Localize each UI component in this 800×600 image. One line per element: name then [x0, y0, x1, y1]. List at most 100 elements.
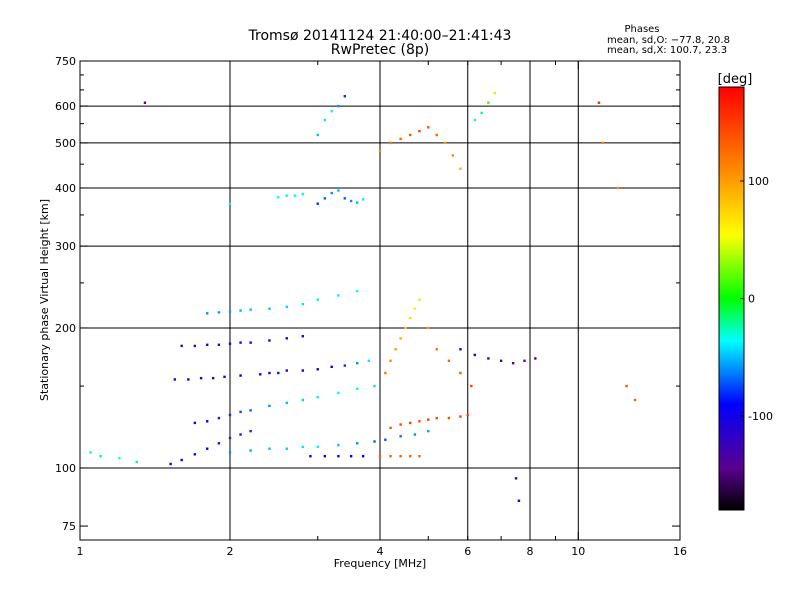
data-point	[384, 438, 387, 441]
data-point	[418, 298, 421, 301]
y-tick-label-0: 75	[62, 520, 76, 533]
data-point	[487, 101, 490, 104]
data-point	[118, 456, 121, 460]
data-point	[337, 104, 340, 108]
data-point	[459, 415, 462, 418]
data-point	[217, 442, 221, 445]
data-point	[330, 109, 333, 113]
data-point	[337, 443, 340, 447]
data-point	[323, 118, 327, 122]
data-point	[470, 384, 473, 388]
data-point	[89, 451, 92, 454]
data-point	[435, 416, 438, 420]
data-point	[228, 342, 232, 345]
data-point	[301, 398, 305, 402]
data-point	[337, 294, 340, 297]
x-tick-label-0: 1	[77, 545, 84, 558]
data-point	[404, 326, 407, 330]
data-point	[217, 311, 221, 314]
data-point	[249, 429, 252, 433]
data-point	[239, 374, 242, 377]
data-point	[301, 445, 305, 449]
data-point	[285, 401, 288, 405]
data-point	[389, 359, 392, 362]
data-point	[301, 192, 305, 196]
data-point	[259, 373, 262, 376]
data-point	[228, 436, 232, 440]
data-point	[473, 118, 477, 122]
data-point	[285, 369, 288, 372]
data-point	[193, 344, 197, 348]
data-point	[427, 126, 430, 129]
data-point	[361, 198, 365, 201]
data-point	[427, 429, 430, 433]
data-point	[205, 447, 209, 450]
y-tick-label-2: 200	[55, 322, 76, 335]
data-point	[413, 433, 417, 436]
data-point	[409, 454, 412, 458]
stats-line-x: mean, sd,X: 100.7, 23.3	[607, 45, 727, 56]
colorbar-tick-label-0: -100	[748, 410, 773, 423]
data-point	[285, 305, 288, 309]
data-point	[499, 359, 503, 362]
data-point	[451, 154, 455, 157]
data-point	[180, 458, 183, 462]
data-point	[355, 387, 359, 390]
data-point	[418, 454, 421, 458]
data-point	[343, 197, 347, 200]
data-point	[493, 91, 497, 95]
data-point	[389, 454, 392, 458]
x-axis-label: Frequency [MHz]	[334, 557, 426, 570]
data-point	[323, 197, 327, 200]
data-point	[384, 371, 387, 375]
data-point	[367, 359, 371, 362]
data-point	[373, 384, 376, 388]
stats-heading: Phases	[624, 24, 659, 35]
data-point	[277, 196, 280, 199]
data-point	[409, 133, 412, 137]
data-point	[399, 423, 402, 426]
data-point	[187, 378, 190, 381]
data-point	[268, 447, 271, 450]
x-tick-label-4: 8	[527, 545, 534, 558]
chart-title: Tromsø 20141124 21:40:00–21:41:43	[248, 28, 512, 44]
data-point	[205, 343, 209, 347]
data-point	[249, 308, 252, 311]
data-point	[337, 454, 340, 458]
data-point	[268, 371, 271, 375]
data-point	[413, 307, 417, 310]
data-point	[399, 337, 402, 340]
data-point	[135, 460, 138, 464]
data-point	[514, 477, 518, 480]
data-point	[239, 309, 242, 312]
x-axis-ticks: 1 2 4 6 8 10 16	[77, 61, 687, 558]
data-point	[169, 462, 172, 466]
y-axis-ticks: 75 100 200 300 400 500 600 750	[55, 55, 680, 533]
colorbar-label: [deg]	[718, 72, 753, 87]
data-point	[316, 202, 319, 205]
data-point	[99, 454, 102, 458]
y-tick-label-5: 500	[55, 137, 76, 150]
data-point	[301, 369, 305, 372]
data-point	[316, 368, 319, 371]
data-point	[459, 348, 462, 351]
stats-line-o: mean, sd,O: −77.8, 20.8	[607, 35, 730, 46]
data-point	[399, 454, 402, 458]
data-point	[355, 361, 359, 365]
data-point	[427, 418, 430, 421]
data-point	[239, 410, 242, 414]
y-axis-label: Stationary phase Virtual Height [km]	[38, 199, 51, 401]
data-point	[349, 199, 353, 203]
data-point	[285, 337, 288, 340]
data-point	[480, 111, 483, 115]
colorbar-tick-label-1: 0	[748, 293, 755, 306]
y-tick-label-6: 600	[55, 100, 76, 113]
y-tick-label-1: 100	[55, 462, 76, 475]
data-point	[517, 499, 521, 502]
data-point	[217, 416, 221, 420]
data-point	[337, 189, 340, 192]
data-point	[616, 186, 619, 190]
data-point	[394, 348, 397, 351]
data-point	[343, 95, 347, 98]
data-point	[180, 344, 183, 348]
